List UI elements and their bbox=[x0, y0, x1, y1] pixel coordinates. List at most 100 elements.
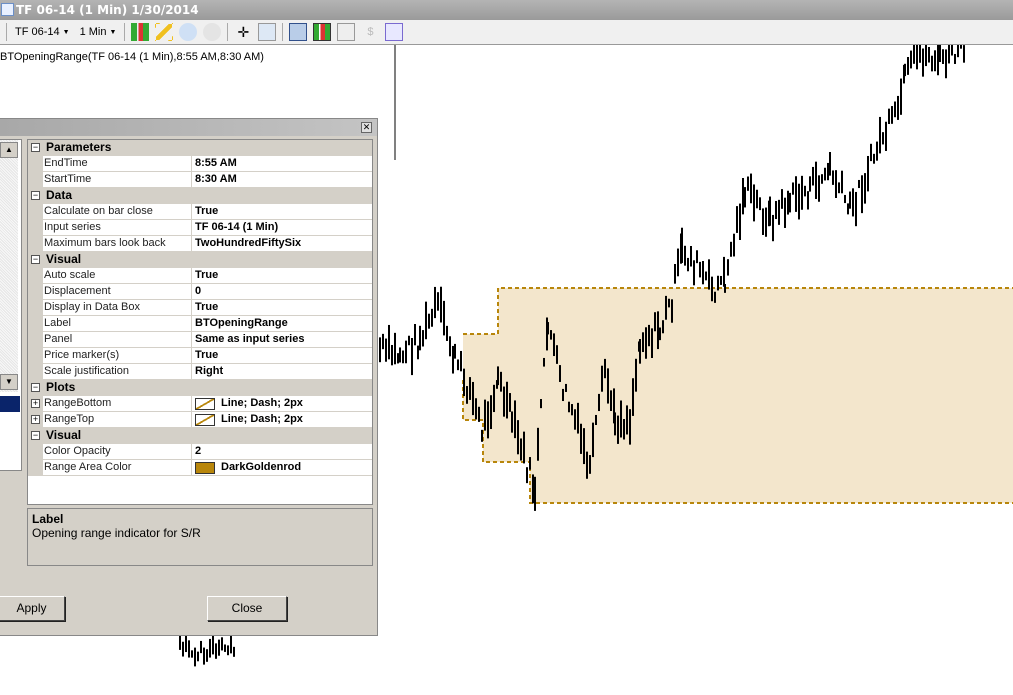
scroll-down-icon[interactable]: ▼ bbox=[0, 374, 18, 390]
pencil-draw-icon[interactable] bbox=[155, 23, 174, 41]
gutter bbox=[28, 332, 43, 347]
gutter: − bbox=[28, 252, 43, 267]
gutter: − bbox=[28, 140, 43, 155]
interval-dropdown[interactable]: 1 Min ▼ bbox=[78, 26, 119, 38]
gutter bbox=[28, 172, 43, 187]
property-name: Panel bbox=[43, 332, 192, 347]
category-label: Visual bbox=[46, 252, 82, 266]
instrument-dropdown[interactable]: TF 06-14 ▼ bbox=[13, 26, 72, 38]
chart-trader-icon[interactable] bbox=[289, 23, 308, 41]
property-value[interactable]: Line; Dash; 2px bbox=[192, 412, 372, 427]
candlestick-style-icon[interactable] bbox=[131, 23, 150, 41]
plot-style-icon bbox=[195, 413, 215, 426]
property-value[interactable]: 8:30 AM bbox=[192, 172, 372, 187]
property-value[interactable]: True bbox=[192, 268, 372, 283]
property-row[interactable]: Auto scale True bbox=[28, 268, 372, 284]
property-row[interactable]: Maximum bars look back TwoHundredFiftySix bbox=[28, 236, 372, 252]
category-visual[interactable]: − Visual bbox=[28, 428, 372, 444]
property-value-text: True bbox=[195, 205, 219, 217]
property-value[interactable]: Same as input series bbox=[192, 332, 372, 347]
property-row[interactable]: Range Area Color DarkGoldenrod bbox=[28, 460, 372, 476]
category-label: Parameters bbox=[46, 140, 112, 154]
property-value[interactable]: TF 06-14 (1 Min) bbox=[192, 220, 372, 235]
divider bbox=[6, 23, 7, 41]
property-row[interactable]: Calculate on bar close True bbox=[28, 204, 372, 220]
collapse-icon[interactable]: − bbox=[31, 190, 40, 200]
property-row[interactable]: Price marker(s) True bbox=[28, 348, 372, 364]
description-title: Label bbox=[32, 512, 64, 526]
gutter: − bbox=[28, 428, 43, 443]
bar-chart-icon[interactable] bbox=[313, 23, 332, 41]
category-label: Data bbox=[46, 188, 73, 202]
property-value-text: Right bbox=[195, 365, 224, 377]
property-value[interactable]: TwoHundredFiftySix bbox=[192, 236, 372, 251]
collapse-icon[interactable]: − bbox=[31, 382, 40, 392]
gutter bbox=[28, 236, 43, 251]
collapse-icon[interactable]: − bbox=[31, 430, 40, 440]
property-value[interactable]: True bbox=[192, 204, 372, 219]
gutter bbox=[28, 220, 43, 235]
property-row[interactable]: Scale justification Right bbox=[28, 364, 372, 380]
gutter bbox=[28, 284, 43, 299]
property-row[interactable]: + RangeTop Line; Dash; 2px bbox=[28, 412, 372, 428]
gutter: − bbox=[28, 380, 43, 395]
property-name: Auto scale bbox=[43, 268, 192, 283]
gutter bbox=[28, 460, 43, 475]
property-row[interactable]: Label BTOpeningRange bbox=[28, 316, 372, 332]
gutter bbox=[28, 348, 43, 363]
apply-button[interactable]: Apply bbox=[0, 596, 65, 621]
property-row[interactable]: EndTime 8:55 AM bbox=[28, 156, 372, 172]
category-parameters[interactable]: − Parameters bbox=[28, 140, 372, 156]
close-button[interactable]: Close bbox=[207, 596, 287, 621]
property-value[interactable]: Line; Dash; 2px bbox=[192, 396, 372, 411]
price-chart[interactable] bbox=[0, 45, 1013, 695]
property-name: Input series bbox=[43, 220, 192, 235]
category-plots[interactable]: − Plots bbox=[28, 380, 372, 396]
close-icon[interactable]: ✕ bbox=[361, 122, 372, 133]
property-value-text: 8:30 AM bbox=[195, 173, 237, 185]
property-value-text: TwoHundredFiftySix bbox=[195, 237, 302, 249]
collapse-icon[interactable]: − bbox=[31, 254, 40, 264]
property-row[interactable]: Panel Same as input series bbox=[28, 332, 372, 348]
property-value[interactable]: Right bbox=[192, 364, 372, 379]
scrollbar[interactable] bbox=[0, 140, 18, 392]
zoom-out-icon[interactable] bbox=[203, 23, 222, 41]
property-value[interactable]: 0 bbox=[192, 284, 372, 299]
collapse-icon[interactable]: − bbox=[31, 142, 40, 152]
property-row[interactable]: Displacement 0 bbox=[28, 284, 372, 300]
category-data[interactable]: − Data bbox=[28, 188, 372, 204]
data-box-icon[interactable] bbox=[258, 23, 277, 41]
description-panel: Label Opening range indicator for S/R bbox=[27, 508, 373, 566]
property-name: Price marker(s) bbox=[43, 348, 192, 363]
line-chart-icon[interactable] bbox=[337, 23, 356, 41]
property-value[interactable]: True bbox=[192, 300, 372, 315]
dollar-icon[interactable]: $ bbox=[367, 26, 374, 38]
property-value[interactable]: BTOpeningRange bbox=[192, 316, 372, 331]
dialog-title-bar bbox=[0, 119, 377, 136]
range-bottom-line bbox=[462, 380, 1013, 504]
properties-icon[interactable] bbox=[385, 23, 404, 41]
property-value[interactable]: 2 bbox=[192, 444, 372, 459]
category-label: Plots bbox=[46, 380, 76, 394]
list-item-selected[interactable] bbox=[0, 396, 20, 412]
property-row[interactable]: + RangeBottom Line; Dash; 2px bbox=[28, 396, 372, 412]
plot-style-icon bbox=[195, 397, 215, 410]
property-value-text: BTOpeningRange bbox=[195, 317, 288, 329]
property-row[interactable]: Input series TF 06-14 (1 Min) bbox=[28, 220, 372, 236]
crosshair-icon[interactable]: ✛ bbox=[237, 24, 250, 40]
property-value[interactable]: True bbox=[192, 348, 372, 363]
property-value[interactable]: DarkGoldenrod bbox=[192, 460, 372, 475]
expand-icon[interactable]: + bbox=[31, 398, 40, 408]
property-row[interactable]: Display in Data Box True bbox=[28, 300, 372, 316]
property-value[interactable]: 8:55 AM bbox=[192, 156, 372, 171]
zoom-in-icon[interactable] bbox=[179, 23, 198, 41]
description-text: Opening range indicator for S/R bbox=[32, 526, 201, 540]
property-row[interactable]: Color Opacity 2 bbox=[28, 444, 372, 460]
property-row[interactable]: StartTime 8:30 AM bbox=[28, 172, 372, 188]
expand-icon[interactable]: + bbox=[31, 414, 40, 424]
property-name: Maximum bars look back bbox=[43, 236, 192, 251]
scroll-up-icon[interactable]: ▲ bbox=[0, 142, 18, 158]
category-visual[interactable]: − Visual bbox=[28, 252, 372, 268]
indicator-list[interactable]: ▲ ▼ bbox=[0, 139, 22, 471]
window-title: TF 06-14 (1 Min) 1/30/2014 bbox=[16, 3, 199, 17]
